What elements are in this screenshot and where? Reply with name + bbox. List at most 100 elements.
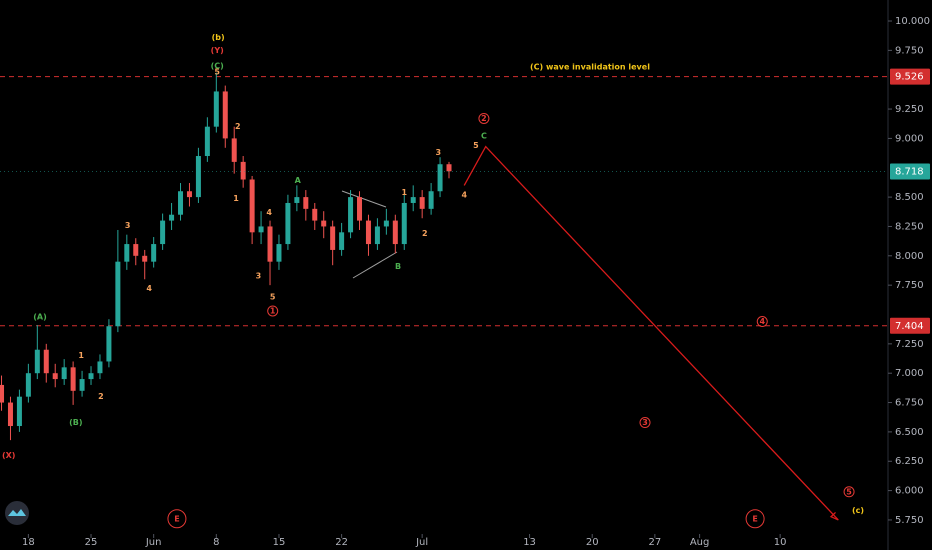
y-tick-label: 7.750	[895, 280, 924, 291]
x-tick-label: 18	[22, 537, 35, 548]
x-tick-label: Jul	[415, 537, 428, 548]
candle-body	[97, 361, 103, 374]
annotation-ring	[756, 316, 768, 328]
x-tick-label: 27	[648, 537, 661, 548]
wave-label: 3	[642, 418, 648, 427]
candle-body	[321, 220, 327, 227]
candle-body	[88, 373, 94, 380]
y-tick-label: 6.250	[895, 456, 924, 467]
wave-label: A	[295, 176, 302, 185]
candle-body	[437, 164, 443, 192]
y-tick-label: 7.000	[895, 368, 924, 379]
wave-label: E	[174, 514, 179, 523]
wave-label: (C) wave invalidation level	[530, 62, 650, 71]
candle-body	[213, 91, 219, 127]
candle-body	[258, 226, 264, 233]
wave-label: (Y)	[211, 46, 224, 55]
tradingview-logo[interactable]	[5, 501, 29, 525]
last-price-label: 8.718	[895, 167, 924, 178]
wave-label: 4	[759, 317, 765, 326]
wave-label: 2	[422, 229, 428, 238]
wave-label: 4	[266, 208, 272, 217]
wave-label: 2	[481, 114, 487, 123]
candle-body	[222, 91, 228, 139]
candle-body	[133, 244, 139, 256]
candle-body	[204, 126, 210, 157]
candle-body	[419, 197, 425, 209]
x-tick-label: 15	[273, 537, 286, 548]
x-tick-label: Aug	[690, 537, 710, 548]
candle-body	[151, 244, 157, 262]
y-tick-label: 8.250	[895, 221, 924, 232]
candle-body	[267, 226, 273, 262]
candle-body	[294, 197, 300, 203]
wave-label: B	[395, 262, 401, 271]
candle-body	[357, 197, 363, 221]
wave-label: 1	[270, 306, 276, 315]
candle-body	[52, 373, 58, 380]
wave-label: (b)	[212, 33, 225, 42]
x-tick-label: 10	[774, 537, 787, 548]
x-tick-label: 22	[335, 537, 348, 548]
y-tick-label: 10.000	[895, 16, 930, 27]
wave-label: 1	[233, 194, 239, 203]
y-tick-label: 6.000	[895, 486, 924, 497]
y-tick-label: 9.750	[895, 45, 924, 56]
candle-body	[0, 384, 5, 403]
candle-body	[428, 191, 434, 209]
x-tick-label: 25	[85, 537, 98, 548]
wave-label: 1	[78, 351, 84, 360]
candle-body	[339, 232, 345, 250]
wave-label: 2	[98, 392, 104, 401]
wave-label: 5	[473, 141, 479, 150]
wave-label: (B)	[69, 418, 82, 427]
x-tick-label: 13	[523, 537, 536, 548]
y-tick-label: 8.500	[895, 192, 924, 203]
wave-label: (C)	[211, 61, 224, 70]
y-tick-label: 8.000	[895, 251, 924, 262]
annotation-ring	[267, 305, 279, 317]
candle-body	[249, 179, 255, 233]
candle-body	[16, 396, 22, 427]
candle-body	[401, 202, 407, 245]
candle-body	[195, 156, 201, 198]
candle-body	[446, 164, 452, 172]
annotation-ring	[167, 509, 187, 529]
wave-label: 5	[846, 487, 852, 496]
y-tick-label: 5.750	[895, 515, 924, 526]
candle-body	[240, 161, 246, 180]
candle-body	[276, 244, 282, 262]
wave-label: 3	[125, 221, 131, 230]
y-tick-label: 9.000	[895, 133, 924, 144]
candle-body	[43, 349, 49, 374]
wave-label: 4	[146, 284, 152, 293]
candle-body	[348, 197, 354, 233]
candle-body	[169, 214, 175, 221]
triangle-upper-line	[341, 190, 387, 208]
y-tick-label: 6.750	[895, 398, 924, 409]
projection-arrowhead	[829, 511, 839, 521]
wave-label: 5	[214, 67, 220, 76]
candle-body	[61, 367, 67, 380]
level-price-box	[890, 68, 930, 85]
wave-label: C	[481, 132, 487, 141]
candle-body	[231, 138, 237, 162]
candle-body	[160, 220, 166, 245]
y-tick-label: 9.250	[895, 104, 924, 115]
wave-label: 2	[235, 122, 241, 131]
last-price-box	[890, 163, 930, 180]
triangle-lower-line	[352, 251, 398, 279]
candle-body	[374, 226, 380, 245]
wave-label: (A)	[33, 312, 47, 321]
candle-body	[285, 202, 291, 245]
wave-label: 4	[461, 190, 467, 199]
annotation-ring	[745, 509, 765, 529]
wave-label: 3	[256, 271, 262, 280]
wave-label: 3	[435, 148, 441, 157]
candle-body	[392, 220, 398, 245]
candle-body	[79, 379, 85, 391]
candle-body	[7, 402, 13, 427]
x-tick-label: Jun	[145, 537, 162, 548]
wave-label: (c)	[852, 506, 864, 515]
candle-body	[70, 367, 76, 391]
